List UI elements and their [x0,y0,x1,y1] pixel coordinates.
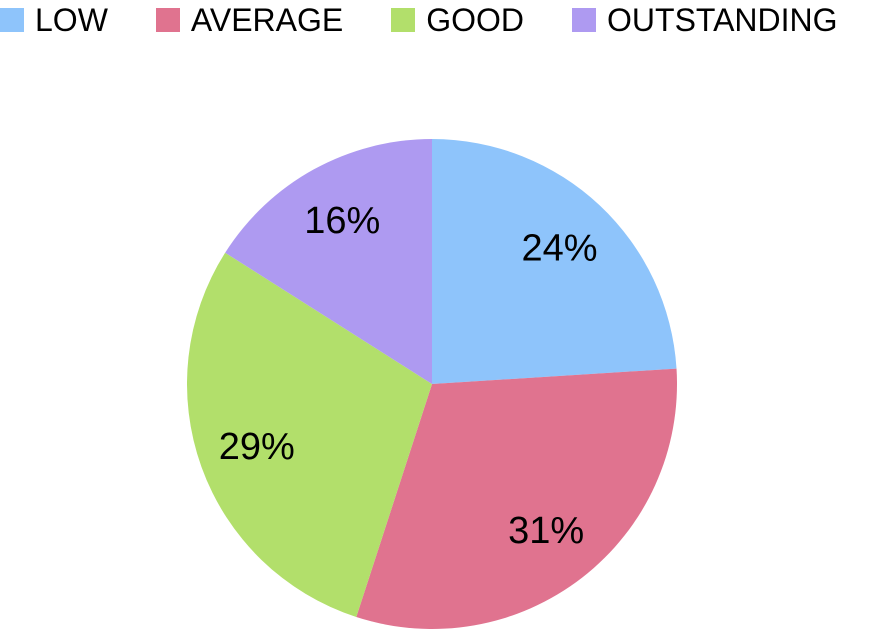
slice-label-good: 29% [219,426,295,468]
legend-label-low: LOW [35,2,108,38]
chart-legend: LOW AVERAGE GOOD OUTSTANDING [0,2,838,38]
legend-item-outstanding: OUTSTANDING [572,2,838,38]
legend-swatch-low [0,8,24,32]
legend-label-good: GOOD [426,2,525,38]
slice-label-average: 31% [508,510,584,552]
slice-label-low: 24% [521,227,597,269]
legend-label-average: AVERAGE [190,2,344,38]
pie-slice-average [356,368,678,630]
legend-item-good: GOOD [391,2,524,38]
pie-slice-outstanding [225,138,432,384]
pie-slice-low [432,139,677,384]
legend-item-average: AVERAGE [155,2,344,38]
slice-label-outstanding: 16% [304,200,380,242]
pie-slice-good [186,252,432,618]
legend-swatch-outstanding [572,8,597,32]
legend-item-low: LOW [0,2,108,38]
legend-swatch-average [155,8,180,32]
legend-label-outstanding: OUTSTANDING [607,2,838,38]
legend-swatch-good [391,8,416,32]
